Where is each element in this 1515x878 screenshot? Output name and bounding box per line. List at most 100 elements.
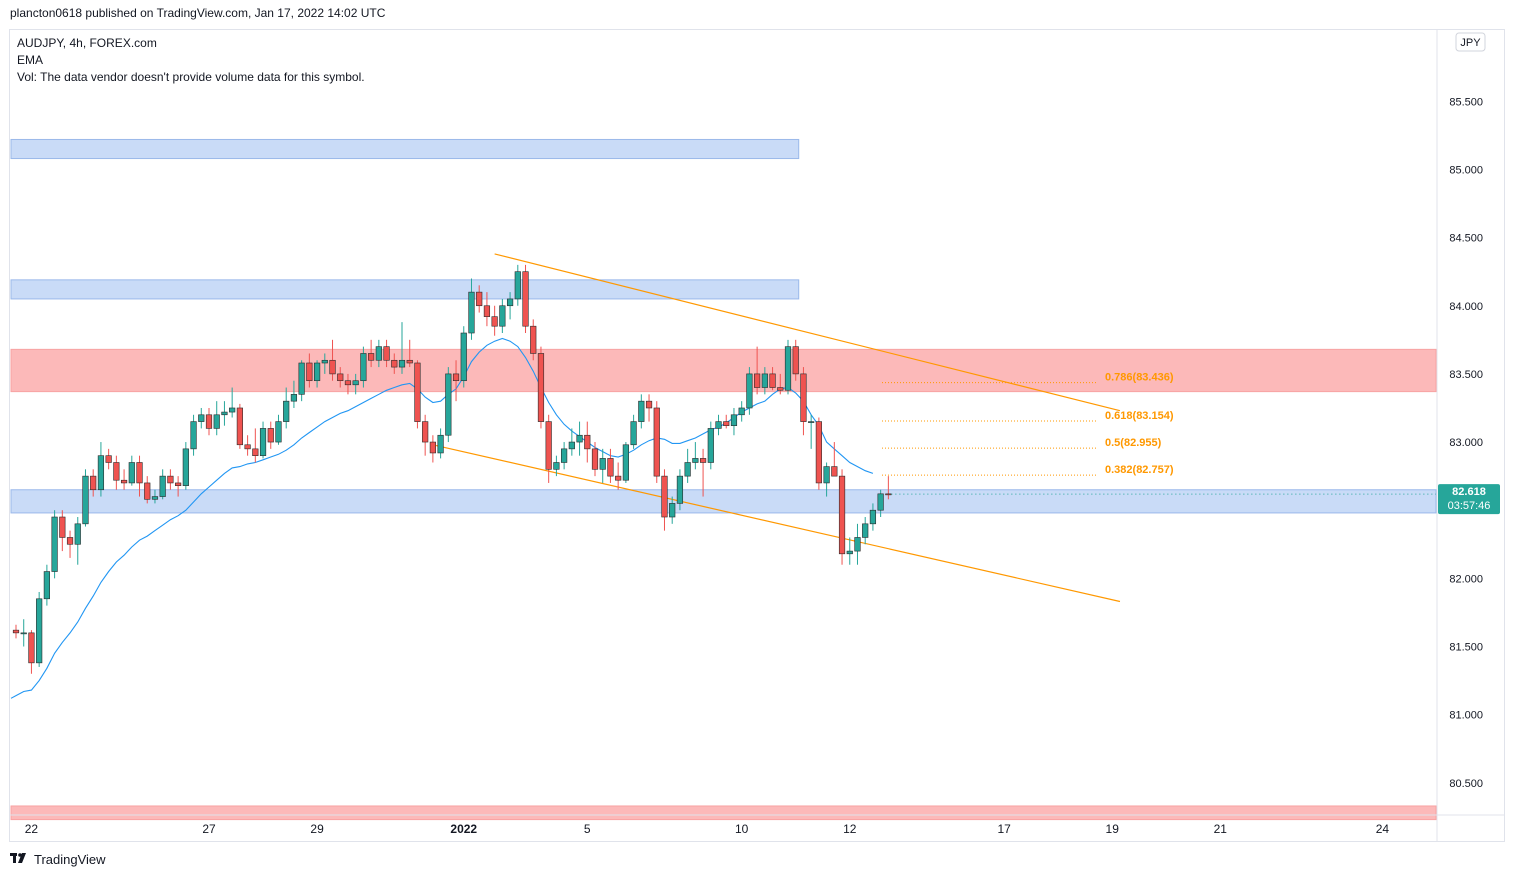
candle <box>344 373 352 395</box>
candle <box>715 414 722 436</box>
candle <box>730 407 738 436</box>
demand-zone-4 <box>10 805 1437 821</box>
candle-body <box>715 421 722 429</box>
candle-body <box>244 444 251 450</box>
candle-body <box>151 496 159 500</box>
fib-level-label: 0.382(82.757) <box>1105 464 1174 476</box>
candle-body <box>221 411 228 416</box>
price-tick-label: 85.000 <box>1449 164 1483 176</box>
candle-body <box>522 271 529 327</box>
candle <box>167 469 174 490</box>
candle <box>236 403 243 449</box>
fib-level-label: 0.5(82.955) <box>1105 437 1162 449</box>
ema-indicator-label[interactable]: EMA <box>17 53 44 67</box>
candle <box>437 428 444 459</box>
candle <box>43 564 50 606</box>
support-zone-3 <box>10 489 1437 514</box>
candle-body <box>746 373 753 409</box>
candle <box>499 298 506 334</box>
candle-body <box>738 407 745 416</box>
candle-body <box>576 434 583 443</box>
footer-brand[interactable]: TradingView <box>10 852 106 867</box>
candle <box>290 380 298 408</box>
candle <box>337 367 344 388</box>
candle <box>90 469 97 497</box>
price-tick-label: 85.500 <box>1449 96 1483 108</box>
candle-body <box>707 428 714 463</box>
candle <box>877 489 884 518</box>
candle-body <box>514 271 521 300</box>
candle <box>599 448 606 483</box>
candle-body <box>360 353 367 382</box>
candle-body <box>414 362 421 422</box>
candle <box>638 394 645 429</box>
currency-label: JPY <box>1460 37 1481 49</box>
candle <box>82 469 89 527</box>
symbol-info[interactable]: AUDJPY, 4h, FOREX.com <box>17 36 157 50</box>
candle-body <box>321 359 328 364</box>
candle <box>113 455 120 490</box>
channel-upper-line <box>494 253 1121 412</box>
candle-body <box>460 332 467 382</box>
candle <box>452 360 460 402</box>
candle-body <box>437 434 444 454</box>
time-axis[interactable]: 22 27 29 2022 5 10 12 17 19 21 24 <box>25 822 1390 836</box>
currency-button[interactable]: JPY <box>1455 32 1486 52</box>
candle <box>514 264 521 306</box>
candle <box>506 292 514 320</box>
fib-level-label: 0.618(83.154) <box>1105 410 1174 422</box>
candle-body <box>275 421 282 443</box>
candle-body <box>800 373 807 422</box>
candle-body <box>506 298 514 307</box>
candle <box>244 435 251 456</box>
candle <box>777 373 784 395</box>
candle-body <box>653 407 660 477</box>
candle <box>429 435 436 463</box>
candle <box>182 442 189 490</box>
candle <box>661 469 668 531</box>
candle <box>630 414 637 449</box>
candle-body <box>676 475 684 504</box>
candle-body <box>298 362 305 395</box>
candle-body <box>591 448 599 470</box>
candle-body <box>831 466 838 477</box>
candle-body <box>452 373 460 382</box>
candle <box>252 428 259 463</box>
candle <box>275 414 282 445</box>
candle-body <box>553 462 560 470</box>
candle-body <box>645 400 653 409</box>
candle <box>846 537 853 565</box>
candle-body <box>352 380 359 386</box>
candle <box>445 367 452 443</box>
candle-body <box>159 475 166 497</box>
candle-body <box>483 305 491 317</box>
price-tick-label: 81.500 <box>1449 642 1483 654</box>
candle-body <box>252 448 259 456</box>
candle-body <box>97 455 105 491</box>
candle <box>622 442 629 483</box>
candle-body <box>82 475 89 525</box>
candle-body <box>445 373 452 436</box>
candle-body <box>769 373 776 388</box>
brand-name: TradingView <box>34 852 106 867</box>
volume-indicator-label[interactable]: Vol: The data vendor doesn't provide vol… <box>17 70 365 84</box>
candle <box>105 448 112 470</box>
candle-body <box>692 458 699 463</box>
candle-body <box>568 441 575 450</box>
candle-body <box>761 373 768 388</box>
time-tick-label: 19 <box>1106 822 1120 836</box>
candle-body <box>368 353 375 361</box>
candle-body <box>754 373 761 388</box>
candle <box>862 517 869 545</box>
candle <box>97 442 105 497</box>
time-tick-label: 27 <box>202 822 216 836</box>
candle <box>869 503 877 531</box>
candle-body <box>59 516 66 538</box>
candle <box>306 353 313 388</box>
candle <box>483 292 491 327</box>
candle-body <box>51 516 58 572</box>
candle <box>699 448 707 497</box>
candle <box>676 469 684 511</box>
price-axis[interactable]: 80.50081.00081.50082.00082.50083.00083.5… <box>1449 96 1483 790</box>
